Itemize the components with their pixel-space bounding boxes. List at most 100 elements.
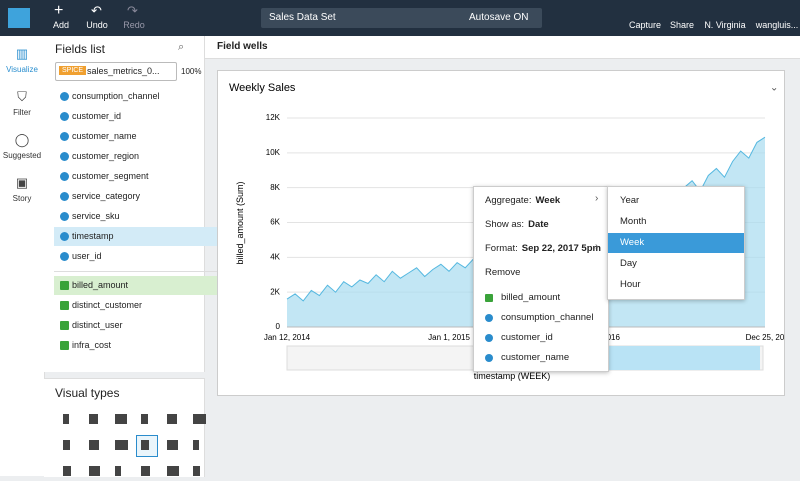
menu-label: Format: (485, 243, 518, 254)
y-tick-label: 2K (270, 287, 280, 296)
menu-field[interactable]: consumption_channel (501, 312, 594, 323)
menu-field[interactable]: customer_name (501, 352, 570, 363)
undo-button[interactable]: Undo (86, 20, 108, 30)
visual-type-glyph (167, 466, 179, 476)
field-icon (60, 301, 69, 310)
panel-title: Fields list (55, 42, 106, 56)
visual-type-glyph (89, 414, 98, 424)
field-icon (60, 92, 69, 101)
menu-label: Show as: (485, 219, 525, 230)
y-tick-label: 6K (270, 218, 280, 227)
menu-value: Date (528, 219, 549, 230)
menu-item[interactable]: Remove (485, 263, 520, 283)
y-tick-label: 0 (276, 322, 281, 331)
menu-label: Remove (485, 267, 521, 278)
nav-rail: ▥ Visualize ⛉ Filter ◯ Suggested ▣ Story (0, 36, 45, 476)
measure-field[interactable]: distinct_user (54, 316, 218, 335)
menu-chevron[interactable]: ⌄ (770, 83, 778, 94)
visual-type-glyph (63, 440, 70, 450)
measure-field[interactable]: distinct_customer (54, 296, 218, 315)
dimension-field[interactable]: service_category (54, 187, 218, 206)
logo (8, 8, 30, 28)
measure-field[interactable]: billed_amount (54, 276, 218, 295)
menu-field[interactable]: customer_id (501, 332, 553, 343)
submenu-item[interactable]: Day (620, 258, 637, 269)
menu-item[interactable]: Show as: Date (485, 215, 549, 235)
toolbar: + Add ↶ Undo ↷ Redo Sales Data Set Autos… (0, 0, 800, 36)
menu-item[interactable]: Aggregate: Week (485, 191, 560, 211)
fields-panel: Fields list ⌕ SPICE sales_metrics_0... 1… (44, 36, 218, 372)
dataset-select[interactable]: SPICE sales_metrics_0... (55, 62, 177, 81)
nav-icon: ▥ (15, 46, 29, 61)
field-icon (485, 354, 493, 362)
region[interactable]: N. Virginia (704, 20, 746, 30)
field-icon (60, 212, 69, 221)
visual-type-glyph (115, 466, 121, 476)
submenu-arrow: › (595, 193, 599, 204)
submenu-item[interactable]: Week (608, 233, 744, 253)
capture-button[interactable]: Capture (628, 20, 662, 30)
visual-type-glyph (115, 414, 127, 424)
y-tick-label: 10K (266, 148, 281, 157)
nav-icon: ◯ (14, 132, 30, 147)
field-icon (60, 281, 69, 290)
redo-button[interactable]: Redo (123, 20, 145, 30)
user[interactable]: wangluis... (755, 20, 799, 30)
dimension-field[interactable]: customer_region (54, 147, 218, 166)
measure-field[interactable]: infra_cost (54, 336, 218, 355)
visual-type-glyph (167, 440, 178, 450)
nav-item[interactable]: Suggested (2, 151, 42, 160)
visual-type-glyph (141, 440, 149, 450)
percent: 100% (181, 67, 202, 76)
visual-type-glyph (63, 414, 69, 424)
visual-type-glyph (89, 440, 99, 450)
field-icon (60, 341, 69, 350)
field-icon (485, 334, 493, 342)
visual-type-glyph (193, 440, 199, 450)
share-button[interactable]: Share (669, 20, 695, 30)
add-button[interactable]: Add (52, 20, 69, 30)
nav-item[interactable]: Story (12, 194, 32, 203)
menu-item[interactable]: Format: Sep 22, 2017 5pm (485, 239, 601, 259)
submenu-arrow: › (595, 241, 599, 252)
wells-label: Field wells (217, 41, 268, 52)
submenu-item[interactable]: Month (620, 216, 647, 227)
x-tick-label: Jan 1, 2015 (428, 333, 470, 342)
y-tick-label: 4K (270, 252, 280, 261)
context-menu: Aggregate: Week › Show as: Date Format: Sep 22… (473, 186, 609, 372)
field-icon (60, 321, 69, 330)
field-icon (60, 172, 69, 181)
field-icon (60, 132, 69, 141)
visual-type-glyph (63, 466, 71, 476)
submenu-item[interactable]: Hour (620, 279, 641, 290)
undo-icon: ↶ (91, 3, 102, 18)
visual-types-panel: Visual types (44, 378, 206, 477)
dimension-field[interactable]: consumption_channel (54, 87, 218, 106)
menu-field[interactable]: billed_amount (501, 292, 561, 303)
menu-value: Sep 22, 2017 5pm (521, 243, 601, 254)
dimension-field[interactable]: service_sku (54, 207, 218, 226)
dimension-field[interactable]: customer_name (54, 127, 218, 146)
autosave[interactable]: Autosave ON (469, 12, 529, 23)
nav-item[interactable]: Visualize (6, 65, 38, 74)
dimension-field[interactable]: timestamp (54, 227, 218, 246)
submenu-item[interactable]: Year (620, 195, 640, 206)
y-tick-label: 12K (266, 113, 281, 122)
visual-type-glyph (115, 440, 128, 450)
dimension-field[interactable]: customer_id (54, 107, 218, 126)
search-icon[interactable]: ⌕ (178, 41, 185, 53)
visual-type-glyph (167, 414, 177, 424)
dimension-field[interactable]: user_id (54, 247, 218, 266)
dataset-bar[interactable]: Sales Data Set Autosave ON (261, 8, 542, 28)
field-icon (60, 232, 69, 241)
panel-title: Visual types (55, 386, 120, 400)
visual-type-glyph (193, 414, 206, 424)
visual-type-glyph (193, 466, 200, 476)
nav-item[interactable]: Filter (13, 108, 31, 117)
dimension-field[interactable]: customer_segment (54, 167, 218, 186)
field-wells[interactable]: Field wells (205, 36, 800, 59)
nav-icon: ⛉ (17, 89, 27, 104)
field-icon (485, 294, 493, 302)
badge: SPICE (59, 66, 87, 75)
